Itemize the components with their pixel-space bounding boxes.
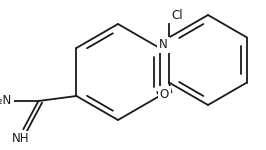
Text: H₂N: H₂N bbox=[0, 94, 13, 108]
Text: Cl: Cl bbox=[171, 9, 183, 22]
Text: NH: NH bbox=[12, 132, 29, 145]
Text: N: N bbox=[159, 39, 168, 51]
Text: O: O bbox=[160, 88, 169, 101]
